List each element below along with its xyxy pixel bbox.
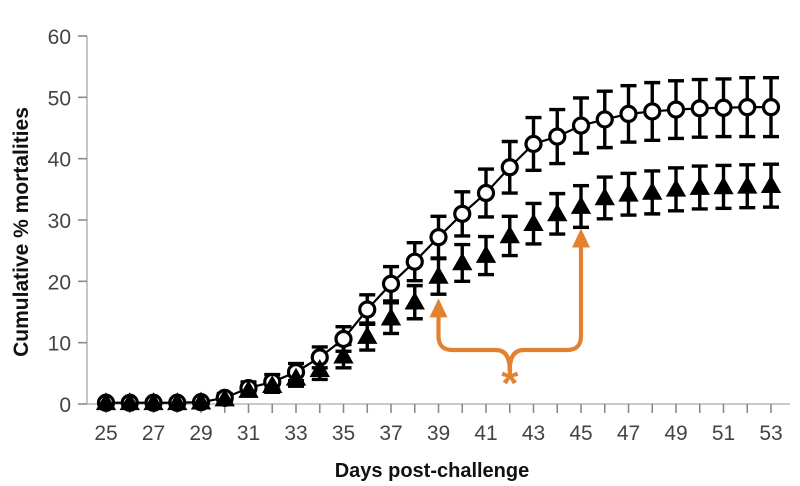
data-point-circle	[761, 98, 781, 117]
data-point-circle	[643, 102, 662, 121]
y-axis-title: Cumulative % mortalities	[10, 107, 33, 357]
y-tick-label: 0	[59, 394, 71, 417]
significance-annotation: *	[429, 228, 590, 408]
data-point-circle	[429, 228, 448, 247]
data-point-triangle	[262, 375, 283, 393]
x-tick-label: 51	[712, 422, 735, 445]
data-point-circle	[358, 300, 377, 319]
annotation-arrowhead-left	[429, 298, 448, 318]
x-tick-label: 45	[569, 422, 592, 445]
x-tick-label: 31	[237, 422, 260, 445]
data-point-triangle	[309, 359, 330, 377]
x-tick-label: 49	[664, 422, 687, 445]
data-point-triangle	[285, 367, 307, 386]
data-point-circle	[524, 134, 543, 154]
markers-series-1	[95, 175, 782, 411]
y-tick-label: 10	[48, 333, 71, 356]
data-point-triangle	[713, 176, 734, 195]
data-point-circle	[619, 104, 638, 123]
data-point-triangle	[594, 187, 615, 206]
error-bars-series-1	[98, 162, 779, 406]
x-tick-label: 53	[759, 422, 782, 445]
x-tick-label: 25	[94, 422, 117, 445]
data-point-triangle	[760, 175, 782, 193]
x-axis-tick-labels: 25 27 29 31 33 35 37 39 41 43 45 47 49 51 53	[94, 422, 782, 445]
data-point-triangle	[214, 388, 235, 407]
annotation-asterisk: *	[501, 359, 519, 408]
x-tick-label: 27	[142, 422, 165, 445]
data-point-triangle	[570, 195, 592, 214]
data-point-triangle	[665, 178, 687, 197]
y-tick-label: 30	[48, 210, 71, 233]
data-point-triangle	[547, 203, 568, 222]
data-point-triangle	[499, 225, 520, 244]
data-point-triangle	[380, 307, 402, 326]
data-point-circle	[690, 99, 709, 118]
data-point-circle	[714, 98, 733, 117]
x-tick-label: 41	[474, 422, 497, 445]
y-axis-tick-labels: 0 10 20 30 40 50 60	[48, 26, 71, 417]
data-point-circle	[571, 116, 591, 135]
data-point-circle	[405, 252, 424, 271]
y-tick-label: 40	[48, 149, 71, 172]
data-point-circle	[476, 183, 496, 203]
annotation-brace	[436, 333, 584, 373]
x-tick-label: 35	[332, 422, 355, 445]
data-point-triangle	[143, 392, 164, 411]
x-tick-label: 47	[617, 422, 640, 445]
data-point-triangle	[119, 392, 140, 411]
data-point-triangle	[333, 345, 354, 364]
y-tick-label: 20	[48, 271, 71, 294]
data-point-circle	[738, 98, 757, 117]
y-tick-label: 50	[48, 87, 71, 110]
data-point-triangle	[523, 213, 544, 232]
data-point-triangle	[190, 391, 212, 410]
data-point-circle	[381, 274, 401, 293]
data-point-triangle	[428, 265, 449, 284]
data-point-triangle	[642, 181, 663, 200]
data-point-circle	[595, 110, 614, 129]
x-tick-label: 37	[379, 422, 402, 445]
x-tick-label: 43	[522, 422, 545, 445]
data-point-circle	[453, 204, 472, 223]
annotation-arrowhead-right	[572, 228, 590, 248]
x-tick-label: 33	[284, 422, 307, 445]
data-point-circle	[500, 158, 519, 177]
data-point-triangle	[475, 245, 497, 263]
data-point-triangle	[167, 392, 188, 411]
x-tick-label: 29	[189, 422, 212, 445]
data-point-circle	[548, 127, 567, 146]
data-point-triangle	[238, 379, 259, 398]
x-tick-label: 39	[427, 422, 450, 445]
axes	[78, 35, 790, 413]
data-point-circle	[666, 100, 686, 119]
data-point-triangle	[357, 326, 378, 344]
data-point-triangle	[618, 183, 639, 202]
data-point-circle	[334, 329, 353, 349]
data-series-group	[95, 76, 782, 412]
y-tick-label: 60	[48, 26, 71, 49]
data-point-triangle	[404, 291, 425, 310]
data-point-triangle	[452, 252, 473, 271]
data-point-triangle	[737, 175, 758, 194]
data-point-triangle	[689, 176, 710, 195]
data-point-triangle	[95, 392, 117, 411]
x-axis-title: Days post-challenge	[335, 460, 530, 482]
